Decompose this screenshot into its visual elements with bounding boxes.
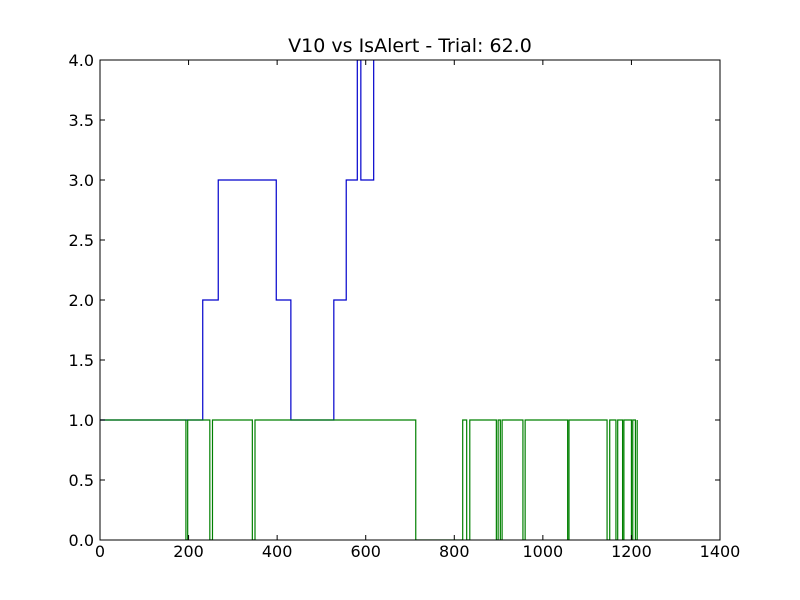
y-tick-label: 1.0 [69,411,94,430]
plot-area [100,60,638,540]
y-tick-label: 2.5 [69,231,94,250]
x-tick-label: 400 [262,542,293,561]
y-tick-label: 0.0 [69,531,94,550]
chart-title: V10 vs IsAlert - Trial: 62.0 [288,35,532,57]
y-tick-label: 1.5 [69,351,94,370]
y-tick-label: 3.5 [69,111,94,130]
y-tick-label: 2.0 [69,291,94,310]
series-line-0 [100,60,375,421]
x-axis: 0 200 400 600 800 1000 1200 1400 [95,60,740,561]
x-tick-label: 1400 [700,542,741,561]
x-tick-label: 1200 [611,542,652,561]
x-tick-label: 0 [95,542,105,561]
y-axis: 0.0 0.5 1.0 1.5 2.0 2.5 3.0 3.5 4.0 [69,51,720,550]
y-tick-label: 3.0 [69,171,94,190]
series-line-1 [100,419,638,540]
y-tick-label: 4.0 [69,51,94,70]
x-tick-label: 800 [439,542,470,561]
x-tick-label: 1000 [522,542,563,561]
plot-frame [99,59,721,541]
x-tick-label: 600 [350,542,381,561]
x-tick-label: 200 [173,542,204,561]
y-tick-label: 0.5 [69,471,94,490]
